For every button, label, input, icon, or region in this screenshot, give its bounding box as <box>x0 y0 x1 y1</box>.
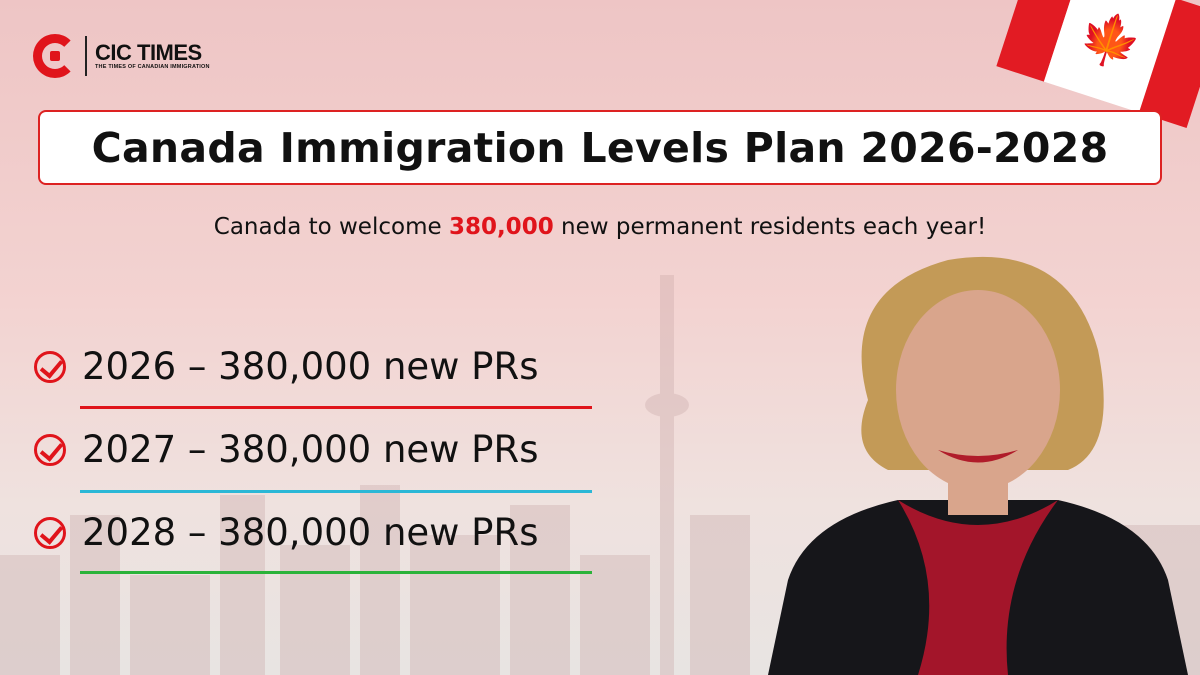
underline-red <box>80 406 592 409</box>
minister-portrait <box>768 256 1188 675</box>
underline-green <box>80 571 592 574</box>
page-title: Canada Immigration Levels Plan 2026-2028 <box>91 123 1109 172</box>
subtitle-highlight: 380,000 <box>448 214 554 240</box>
underline-blue <box>80 490 592 493</box>
list-item-text: 2027 – 380,000 new PRs <box>82 428 539 471</box>
list-item: 2026 – 380,000 new PRs <box>34 345 538 388</box>
check-circle-icon <box>34 516 66 549</box>
title-box: Canada Immigration Levels Plan 2026-2028 <box>38 110 1162 185</box>
brand-tagline: THE TIMES OF CANADIAN IMMIGRATION <box>95 64 210 70</box>
brand-name: CIC TIMES <box>95 40 202 65</box>
list-item: 2028 – 380,000 new PRs <box>34 511 538 554</box>
subtitle-text-end: new permanent residents each year! <box>553 214 987 240</box>
list-item-text: 2026 – 380,000 new PRs <box>82 345 539 388</box>
canada-flag-icon: 🍁 <box>996 0 1200 128</box>
list-item-text: 2028 – 380,000 new PRs <box>82 511 539 554</box>
toronto-skyline-background <box>0 275 1200 675</box>
list-item: 2027 – 380,000 new PRs <box>34 428 538 471</box>
subtitle-text: Canada to welcome <box>213 214 449 240</box>
logo-mark-icon <box>33 34 77 78</box>
check-circle-icon <box>34 433 66 466</box>
subtitle: Canada to welcome 380,000 new permanent … <box>0 214 1200 240</box>
check-circle-icon <box>34 350 66 383</box>
cic-times-logo: CIC TIMES THE TIMES OF CANADIAN IMMIGRAT… <box>33 34 210 78</box>
